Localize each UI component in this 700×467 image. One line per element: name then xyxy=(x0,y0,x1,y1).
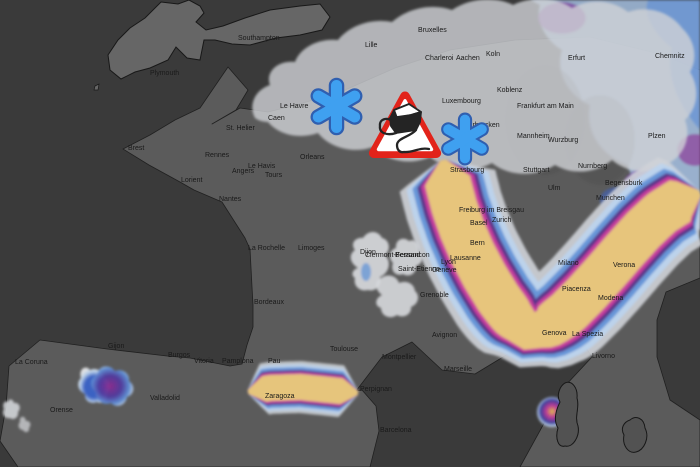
svg-text:Lille: Lille xyxy=(365,42,378,49)
svg-text:Bruxelles: Bruxelles xyxy=(418,27,447,34)
svg-text:Verona: Verona xyxy=(613,262,635,269)
svg-text:Orense: Orense xyxy=(50,407,73,414)
svg-text:Valladolid: Valladolid xyxy=(150,395,180,402)
svg-text:Charleroi: Charleroi xyxy=(425,55,454,62)
svg-text:Koblenz: Koblenz xyxy=(497,87,523,94)
svg-text:Avignon: Avignon xyxy=(432,332,457,339)
svg-text:Montpellier: Montpellier xyxy=(382,354,417,361)
svg-text:Barcelona: Barcelona xyxy=(380,427,412,434)
svg-text:Bessancon: Bessancon xyxy=(395,252,430,259)
svg-text:Pau: Pau xyxy=(268,358,281,365)
svg-text:Strasbourg: Strasbourg xyxy=(450,167,484,174)
svg-text:Southampton: Southampton xyxy=(238,35,280,42)
svg-text:Zurich: Zurich xyxy=(492,217,512,224)
svg-text:Bordeaux: Bordeaux xyxy=(254,299,284,306)
svg-text:Limoges: Limoges xyxy=(298,245,325,252)
svg-text:Lorient: Lorient xyxy=(181,177,202,184)
svg-text:Toulouse: Toulouse xyxy=(330,346,358,353)
svg-text:Erfurt: Erfurt xyxy=(568,55,585,62)
svg-text:Rennes: Rennes xyxy=(205,152,230,159)
svg-text:La Spezia: La Spezia xyxy=(572,331,603,338)
svg-text:Milano: Milano xyxy=(558,260,579,267)
svg-text:Modena: Modena xyxy=(598,295,623,302)
svg-text:Nantes: Nantes xyxy=(219,196,242,203)
svg-text:Zaragoza: Zaragoza xyxy=(265,393,295,400)
svg-text:Livorno: Livorno xyxy=(592,353,615,360)
svg-text:Gijon: Gijon xyxy=(108,343,124,350)
svg-text:Bern: Bern xyxy=(470,240,485,247)
svg-text:Ulm: Ulm xyxy=(548,185,561,192)
svg-text:Grenoble: Grenoble xyxy=(420,292,449,299)
svg-text:Frankfurt am Main: Frankfurt am Main xyxy=(517,103,574,110)
svg-text:Le Havre: Le Havre xyxy=(280,103,309,110)
svg-text:Genova: Genova xyxy=(542,330,567,337)
svg-text:Lausanne: Lausanne xyxy=(450,255,481,262)
svg-text:Burgos: Burgos xyxy=(168,352,191,359)
svg-text:Pamplona: Pamplona xyxy=(222,358,254,365)
svg-text:Geneve: Geneve xyxy=(432,267,457,274)
svg-text:Plzen: Plzen xyxy=(648,133,666,140)
svg-text:Marseille: Marseille xyxy=(444,366,472,373)
svg-text:Orleans: Orleans xyxy=(300,154,325,161)
svg-text:Perpignan: Perpignan xyxy=(360,386,392,393)
svg-text:La Rochelle: La Rochelle xyxy=(248,245,285,252)
svg-text:Chemnitz: Chemnitz xyxy=(655,53,685,60)
svg-text:Plymouth: Plymouth xyxy=(150,70,179,77)
svg-text:Wurzburg: Wurzburg xyxy=(548,137,578,144)
svg-text:Munchen: Munchen xyxy=(596,195,625,202)
svg-text:Luxembourg: Luxembourg xyxy=(442,98,481,105)
svg-text:Koln: Koln xyxy=(486,51,500,58)
svg-text:La Coruna: La Coruna xyxy=(15,359,48,366)
svg-text:St. Helier: St. Helier xyxy=(226,125,255,132)
svg-text:Tours: Tours xyxy=(265,172,283,179)
svg-text:Basel: Basel xyxy=(470,220,488,227)
svg-text:Freiburg im Breisgau: Freiburg im Breisgau xyxy=(459,207,524,214)
svg-text:Caen: Caen xyxy=(268,115,285,122)
svg-text:Angers: Angers xyxy=(232,168,255,175)
svg-text:Begensburk: Begensburk xyxy=(605,180,643,187)
svg-text:Nurnberg: Nurnberg xyxy=(578,163,607,170)
svg-text:Aachen: Aachen xyxy=(456,55,480,62)
svg-text:Vitoria: Vitoria xyxy=(194,358,214,365)
svg-text:Brest: Brest xyxy=(128,145,144,152)
svg-text:Stuttgart: Stuttgart xyxy=(523,167,550,174)
svg-text:Piacenza: Piacenza xyxy=(562,286,591,293)
svg-text:Mannheim: Mannheim xyxy=(517,133,550,140)
svg-text:Dijon: Dijon xyxy=(360,249,376,256)
